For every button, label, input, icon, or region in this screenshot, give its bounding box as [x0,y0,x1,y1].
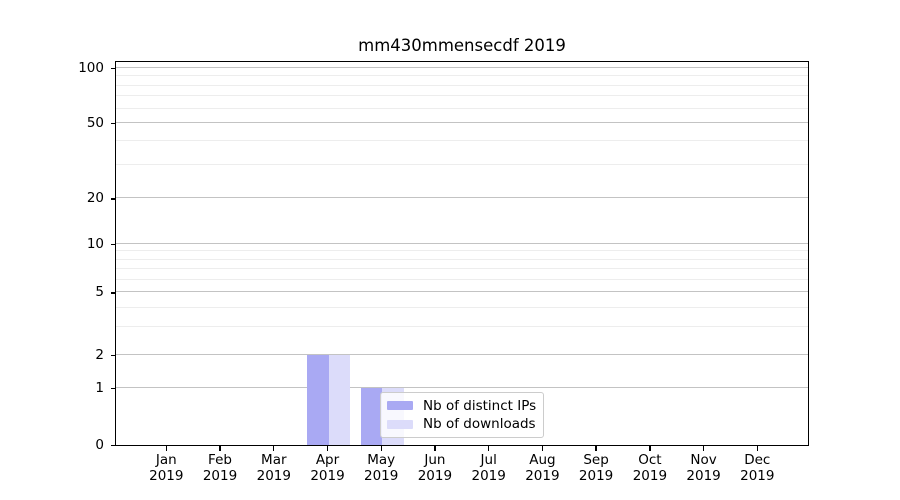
major-gridline-50 [116,122,808,124]
legend-item-downloads: Nb of downloads [387,416,537,432]
x-label-month: Apr [315,452,340,468]
x-label-month: Nov [690,452,717,468]
x-label-month: Aug [529,452,556,468]
x-label-year: 2019 [740,468,775,484]
y-tick-mark-1 [111,388,115,390]
y-tick-mark-50 [111,123,115,125]
x-tick-label-oct: Oct 2019 [618,452,682,484]
x-label-month: Dec [744,452,771,468]
major-gridline-20 [116,197,808,199]
y-tick-mark-20 [111,198,115,200]
x-label-year: 2019 [417,468,453,484]
x-tick-label-jan: Jan 2019 [134,452,198,484]
x-label-month: May [367,452,396,468]
x-tick-mark-apr [326,446,329,451]
x-tick-mark-aug [541,446,544,451]
legend-swatch-distinct-ips-icon [387,401,413,411]
x-label-year: 2019 [256,468,291,484]
y-tick-label-20: 20 [86,190,104,207]
x-tick-label-may: May 2019 [349,452,413,484]
x-tick-mark-mar [273,446,275,451]
minor-gridline-3 [116,326,808,328]
x-tick-mark-nov [702,446,705,451]
x-tick-mark-oct [649,446,651,451]
y-tick-label-0: 0 [95,437,104,453]
x-tick-mark-jun [434,446,436,451]
y-tick-mark-0 [111,445,115,447]
minor-gridline-70 [116,95,808,97]
x-tick-label-apr: Apr 2019 [296,452,360,484]
x-label-year: 2019 [525,468,560,484]
plot-area: Nb of distinct IPs Nb of downloads [115,61,809,446]
minor-gridline-8 [116,258,808,260]
x-label-year: 2019 [578,468,614,484]
minor-gridline-30 [116,164,808,165]
major-gridline-1 [116,387,808,389]
y-tick-label-5: 5 [95,284,104,301]
x-tick-label-sep: Sep 2019 [564,452,628,484]
x-label-month: Oct [638,452,662,468]
x-tick-mark-jul [488,446,490,451]
x-label-year: 2019 [149,468,184,484]
x-label-month: Jun [424,452,446,468]
x-tick-label-dec: Dec 2019 [725,452,789,484]
minor-gridline-60 [116,107,808,109]
minor-gridline-80 [116,84,808,86]
legend-item-distinct-ips: Nb of distinct IPs [387,398,537,414]
minor-gridline-90 [116,75,808,77]
x-tick-mark-jan [165,446,167,451]
major-gridline-5 [116,291,808,293]
x-label-month: Jan [155,452,177,468]
y-tick-label-2: 2 [95,346,104,363]
bar-distinct-ips-apr [307,354,329,445]
x-tick-label-mar: Mar 2019 [242,452,306,484]
x-label-month: Feb [208,452,232,468]
chart-title: mm430mmensecdf 2019 [358,36,566,55]
x-tick-label-jul: Jul 2019 [457,452,521,484]
x-label-year: 2019 [364,468,399,484]
major-gridline-2 [116,353,808,355]
bar-distinct-ips-may [360,388,383,445]
major-gridline-100 [116,66,808,68]
minor-gridline-7 [116,267,808,269]
legend-label-distinct-ips: Nb of distinct IPs [423,397,537,414]
x-label-month: Jul [480,452,497,468]
y-tick-mark-10 [111,244,115,246]
x-tick-mark-dec [756,446,758,451]
legend: Nb of distinct IPs Nb of downloads [380,392,544,438]
x-label-year: 2019 [202,468,238,484]
x-tick-label-jun: Jun 2019 [403,452,467,484]
x-tick-label-aug: Aug 2019 [510,452,574,484]
x-tick-mark-may [380,446,382,451]
y-tick-mark-5 [111,292,115,294]
minor-gridline-6 [116,278,808,280]
x-label-month: Mar [261,452,287,468]
y-tick-label-1: 1 [95,380,104,397]
y-tick-label-100: 100 [78,59,104,76]
y-tick-label-10: 10 [86,236,104,252]
bar-downloads-apr [328,354,350,445]
x-label-year: 2019 [310,468,345,484]
minor-gridline-9 [116,250,808,252]
x-tick-mark-sep [595,446,597,451]
legend-swatch-downloads-icon [387,419,413,429]
major-gridline-10 [116,243,808,244]
x-tick-mark-feb [219,446,221,451]
x-tick-label-nov: Nov 2019 [672,452,736,484]
minor-gridline-4 [116,306,808,308]
y-tick-mark-100 [111,67,115,70]
x-label-year: 2019 [686,468,721,484]
x-label-month: Sep [583,452,609,468]
minor-gridline-40 [116,140,808,142]
y-tick-mark-2 [111,354,115,357]
x-tick-label-feb: Feb 2019 [188,452,252,484]
legend-label-downloads: Nb of downloads [423,416,536,433]
x-label-year: 2019 [471,468,506,484]
x-label-year: 2019 [632,468,668,484]
y-tick-label-50: 50 [86,115,104,132]
